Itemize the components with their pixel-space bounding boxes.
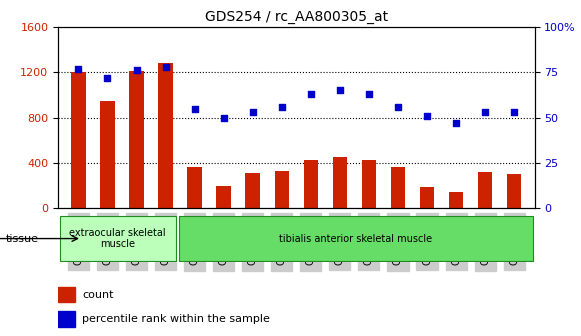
Bar — [478, 172, 493, 208]
Point — [451, 120, 461, 126]
Bar — [303, 160, 318, 208]
Point — [422, 113, 432, 119]
Text: extraocular skeletal
muscle: extraocular skeletal muscle — [69, 228, 166, 249]
Text: tissue: tissue — [6, 234, 39, 244]
Point — [335, 88, 345, 93]
Text: percentile rank within the sample: percentile rank within the sample — [82, 314, 270, 324]
FancyBboxPatch shape — [60, 216, 175, 261]
Point — [103, 75, 112, 80]
Bar — [217, 185, 231, 208]
Bar — [245, 173, 260, 208]
Text: tibialis anterior skeletal muscle: tibialis anterior skeletal muscle — [279, 234, 432, 244]
Bar — [158, 63, 173, 208]
Title: GDS254 / rc_AA800305_at: GDS254 / rc_AA800305_at — [205, 10, 388, 25]
Point — [132, 68, 141, 73]
Point — [393, 104, 403, 110]
Bar — [130, 71, 144, 208]
Point — [510, 110, 519, 115]
Bar — [507, 174, 522, 208]
Point — [364, 91, 374, 97]
Bar — [71, 72, 86, 208]
Bar — [420, 187, 435, 208]
Bar — [391, 167, 406, 208]
Bar — [58, 287, 75, 302]
Bar — [58, 311, 75, 327]
Bar — [449, 193, 464, 208]
Point — [190, 106, 199, 111]
Bar — [361, 160, 376, 208]
Point — [74, 66, 83, 71]
Point — [306, 91, 315, 97]
Point — [248, 110, 257, 115]
Bar — [100, 100, 115, 208]
Text: count: count — [82, 290, 113, 300]
Bar — [187, 167, 202, 208]
Bar — [275, 171, 289, 208]
Bar — [332, 157, 347, 208]
FancyBboxPatch shape — [179, 216, 533, 261]
Point — [480, 110, 490, 115]
Point — [161, 64, 170, 70]
Point — [277, 104, 286, 110]
Point — [219, 115, 228, 120]
